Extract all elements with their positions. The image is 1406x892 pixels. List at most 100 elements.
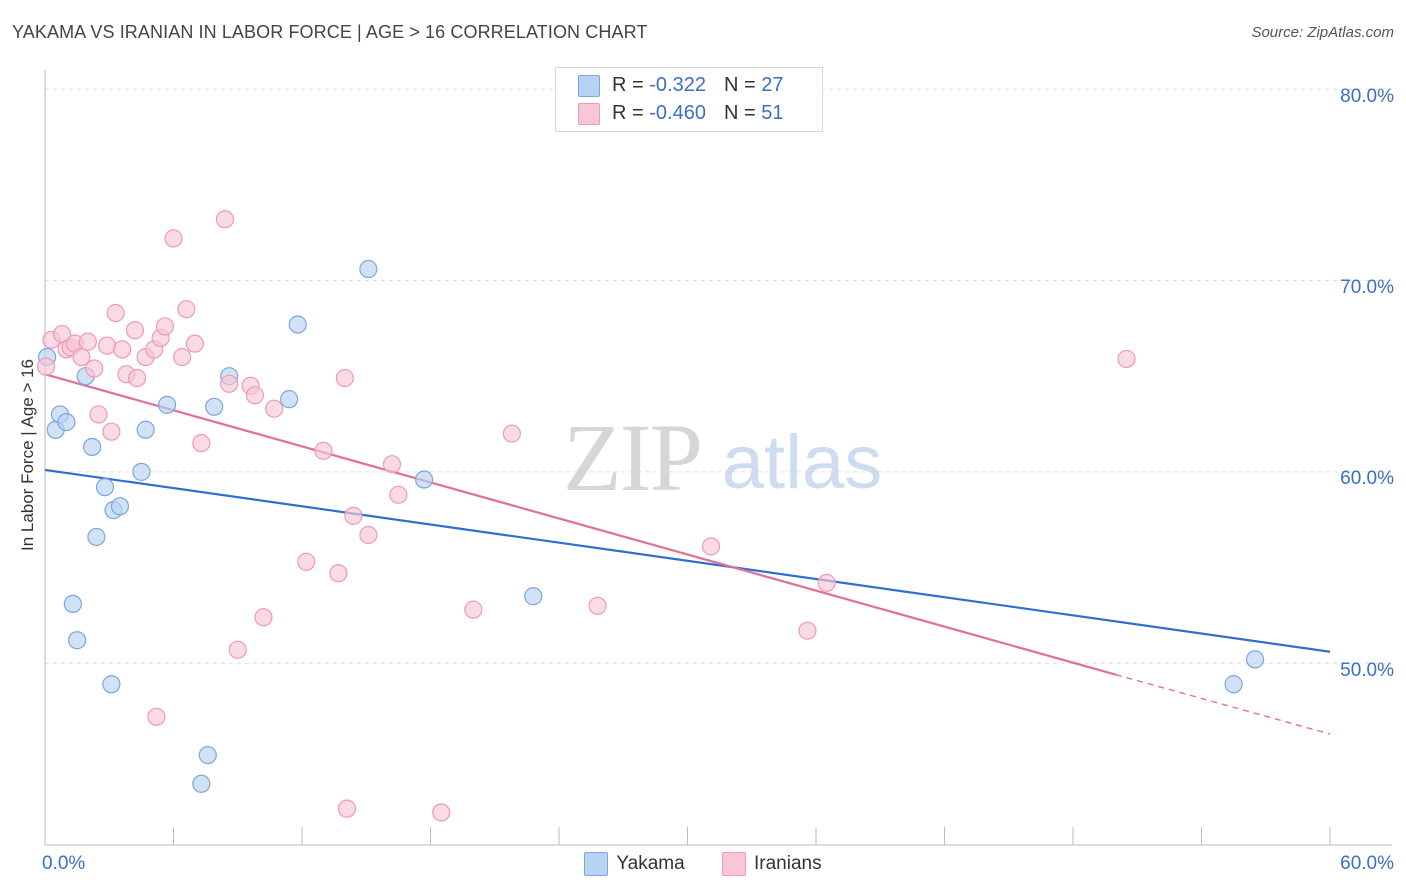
point-iranians [329,564,348,583]
legend-n-value: 51 [761,102,784,124]
trend-lines [44,373,1331,735]
point-iranians [314,441,333,460]
point-yakama [157,395,177,414]
point-yakama [57,412,76,432]
point-iranians [85,359,104,378]
trend-extension-iranians [1115,674,1331,735]
point-iranians [215,210,234,229]
point-yakama [198,745,217,765]
point-yakama [524,587,543,606]
legend-item-iranians: Iranians [721,852,822,876]
legend-n-label: N = [723,102,762,124]
legend-r-value: -0.322 [649,74,706,96]
point-yakama [359,259,378,279]
watermark-zip: ZIP [563,404,701,511]
point-yakama [280,390,299,409]
point-iranians [172,347,192,367]
point-iranians [344,506,363,525]
point-iranians [382,455,402,474]
point-iranians [98,336,117,355]
legend-r-label: R = [612,74,650,96]
gridlines [45,88,1392,664]
point-yakama [87,527,106,547]
legend-item-yakama: Yakama [584,852,685,876]
x-tick-label-min: 0.0% [42,853,86,874]
point-iranians [254,608,273,627]
point-iranians [701,537,721,556]
point-iranians [228,640,247,659]
y-tick-label-70: 70.0% [1340,277,1394,298]
point-yakama [192,774,211,793]
point-iranians [125,321,145,340]
point-yakama [68,631,87,650]
chart-title: YAKAMA VS IRANIAN IN LABOR FORCE | AGE >… [12,22,648,42]
point-iranians [245,386,264,405]
point-iranians [102,422,121,441]
point-yakama [110,497,130,516]
point-yakama [63,594,82,613]
watermark-atlas: atlas [722,420,883,505]
x-tick-label-max: 60.0% [1340,853,1394,874]
source-credit: Source: ZipAtlas.com [1251,24,1394,41]
point-yakama [136,420,155,439]
point-yakama [414,470,434,489]
point-iranians [265,399,284,418]
legend-swatch-yakama [578,74,600,97]
point-iranians [297,552,316,571]
point-iranians [220,374,239,393]
legend-n-value: 27 [761,74,784,96]
point-iranians [335,368,354,388]
point-iranians [106,303,125,323]
watermark: ZIP atlas [563,404,882,511]
point-iranians [359,525,378,545]
point-iranians [588,596,607,615]
point-yakama [83,437,102,457]
trend-line-iranians [44,373,1117,676]
point-iranians [36,357,56,376]
point-yakama [132,462,151,481]
legend-swatch-iranians [578,102,600,125]
point-iranians [72,347,91,367]
point-iranians [192,434,211,453]
point-iranians [337,799,357,818]
point-iranians [155,317,175,336]
point-yakama [95,478,115,497]
point-iranians [817,573,836,592]
legend-label-iranians: Iranians [753,853,822,875]
axes [44,70,1392,846]
point-yakama [288,315,307,334]
point-iranians [147,707,166,726]
point-iranians [112,340,132,359]
point-iranians [798,621,817,640]
legend-label-yakama: Yakama [616,853,685,875]
y-tick-label-80: 80.0% [1340,86,1394,107]
point-iranians [164,229,183,248]
trend-line-yakama [44,468,1331,653]
point-iranians [177,300,196,319]
point-iranians [464,600,483,619]
legend-swatch-iranians [721,852,746,876]
legend-row-yakama: R = -0.322 N = 27 [578,74,783,102]
point-yakama [1245,650,1265,669]
y-axis-label: In Labor Force | Age > 16 [18,358,37,552]
point-iranians [389,485,408,504]
series-legend: Yakama Iranians [0,852,1406,876]
legend-swatch-yakama [584,852,609,876]
legend-r-value: -0.460 [649,102,706,124]
legend-row-iranians: R = -0.460 N = 51 [578,102,783,130]
point-yakama [102,675,121,694]
point-iranians [502,424,521,443]
point-iranians [1117,349,1136,369]
legend-r-label: R = [612,102,650,124]
data-points [36,210,1265,822]
point-iranians [185,334,205,353]
point-iranians [78,332,97,351]
correlation-legend: R = -0.322 N = 27 R = -0.460 N = 51 [555,67,823,132]
point-iranians [127,368,147,388]
legend-n-label: N = [723,74,762,96]
point-iranians [89,405,108,424]
point-yakama [205,397,224,416]
y-tick-label-60: 60.0% [1340,468,1394,489]
point-iranians [432,803,451,822]
